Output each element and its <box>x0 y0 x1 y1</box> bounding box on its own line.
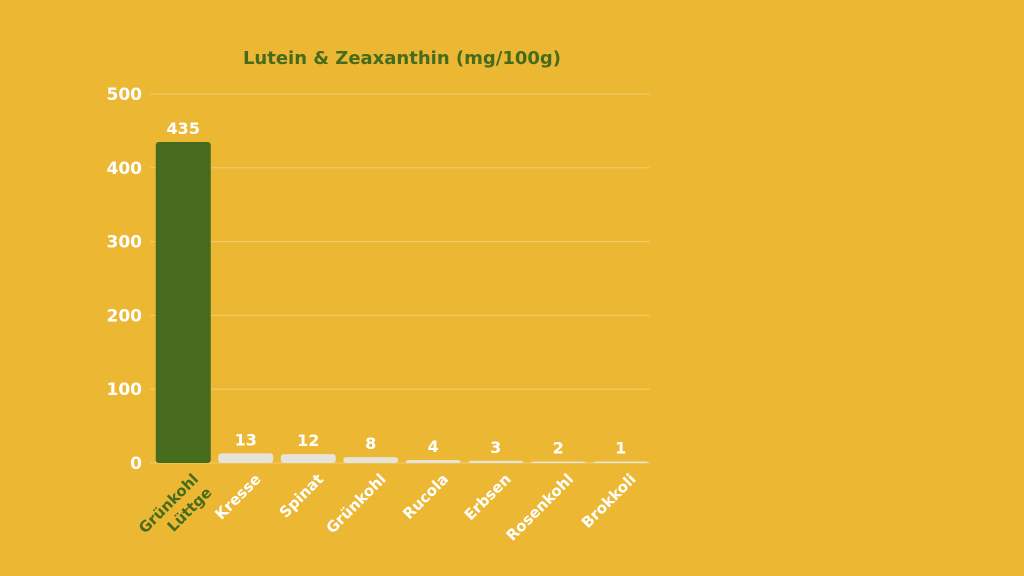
category-label: Spinat <box>276 470 327 521</box>
bar-value-label: 8 <box>365 434 376 453</box>
y-tick-label: 500 <box>107 85 143 105</box>
category-label-line: Rosenkohl <box>503 470 577 544</box>
bar-value-label: 435 <box>167 119 200 138</box>
bar-value-label: 13 <box>235 430 257 449</box>
category-label: Brokkoli <box>578 470 640 532</box>
category-label-line: Spinat <box>276 470 327 521</box>
bar <box>593 461 649 463</box>
category-label-line: Grünkohl <box>323 470 390 537</box>
category-label-line: Erbsen <box>461 470 515 524</box>
bar <box>405 460 461 463</box>
category-label-line: Rucola <box>399 470 452 523</box>
bar <box>343 457 399 463</box>
bar-value-label: 12 <box>297 431 319 450</box>
category-label: Rucola <box>399 470 452 523</box>
bar <box>530 461 586 463</box>
category-label-line: Kresse <box>211 470 264 523</box>
y-tick-label: 100 <box>107 380 143 400</box>
bar <box>155 141 211 463</box>
bar <box>468 460 524 463</box>
chart-title: Lutein & Zeaxanthin (mg/100g) <box>243 48 561 69</box>
y-tick-label: 0 <box>130 454 142 474</box>
y-tick-label: 300 <box>107 233 143 253</box>
bar <box>218 453 274 463</box>
category-label: Rosenkohl <box>503 470 577 544</box>
category-label-line: Brokkoli <box>578 470 640 532</box>
gridlines <box>150 93 650 464</box>
bar <box>280 454 336 463</box>
category-label: Erbsen <box>461 470 515 524</box>
bar-value-label: 4 <box>428 437 439 456</box>
bar-value-label: 1 <box>615 439 626 458</box>
y-axis-ticks: 0 100 200 300 400 500 <box>107 85 143 474</box>
category-label: Kresse <box>211 470 264 523</box>
y-tick-label: 400 <box>107 159 143 179</box>
bars <box>155 141 649 463</box>
category-label: Grünkohl <box>323 470 390 537</box>
bar-value-label: 2 <box>553 439 564 458</box>
y-tick-label: 200 <box>107 306 143 326</box>
bar-value-label: 3 <box>490 438 501 457</box>
bar-value-labels: 435 13 12 8 4 3 2 1 <box>167 119 627 458</box>
